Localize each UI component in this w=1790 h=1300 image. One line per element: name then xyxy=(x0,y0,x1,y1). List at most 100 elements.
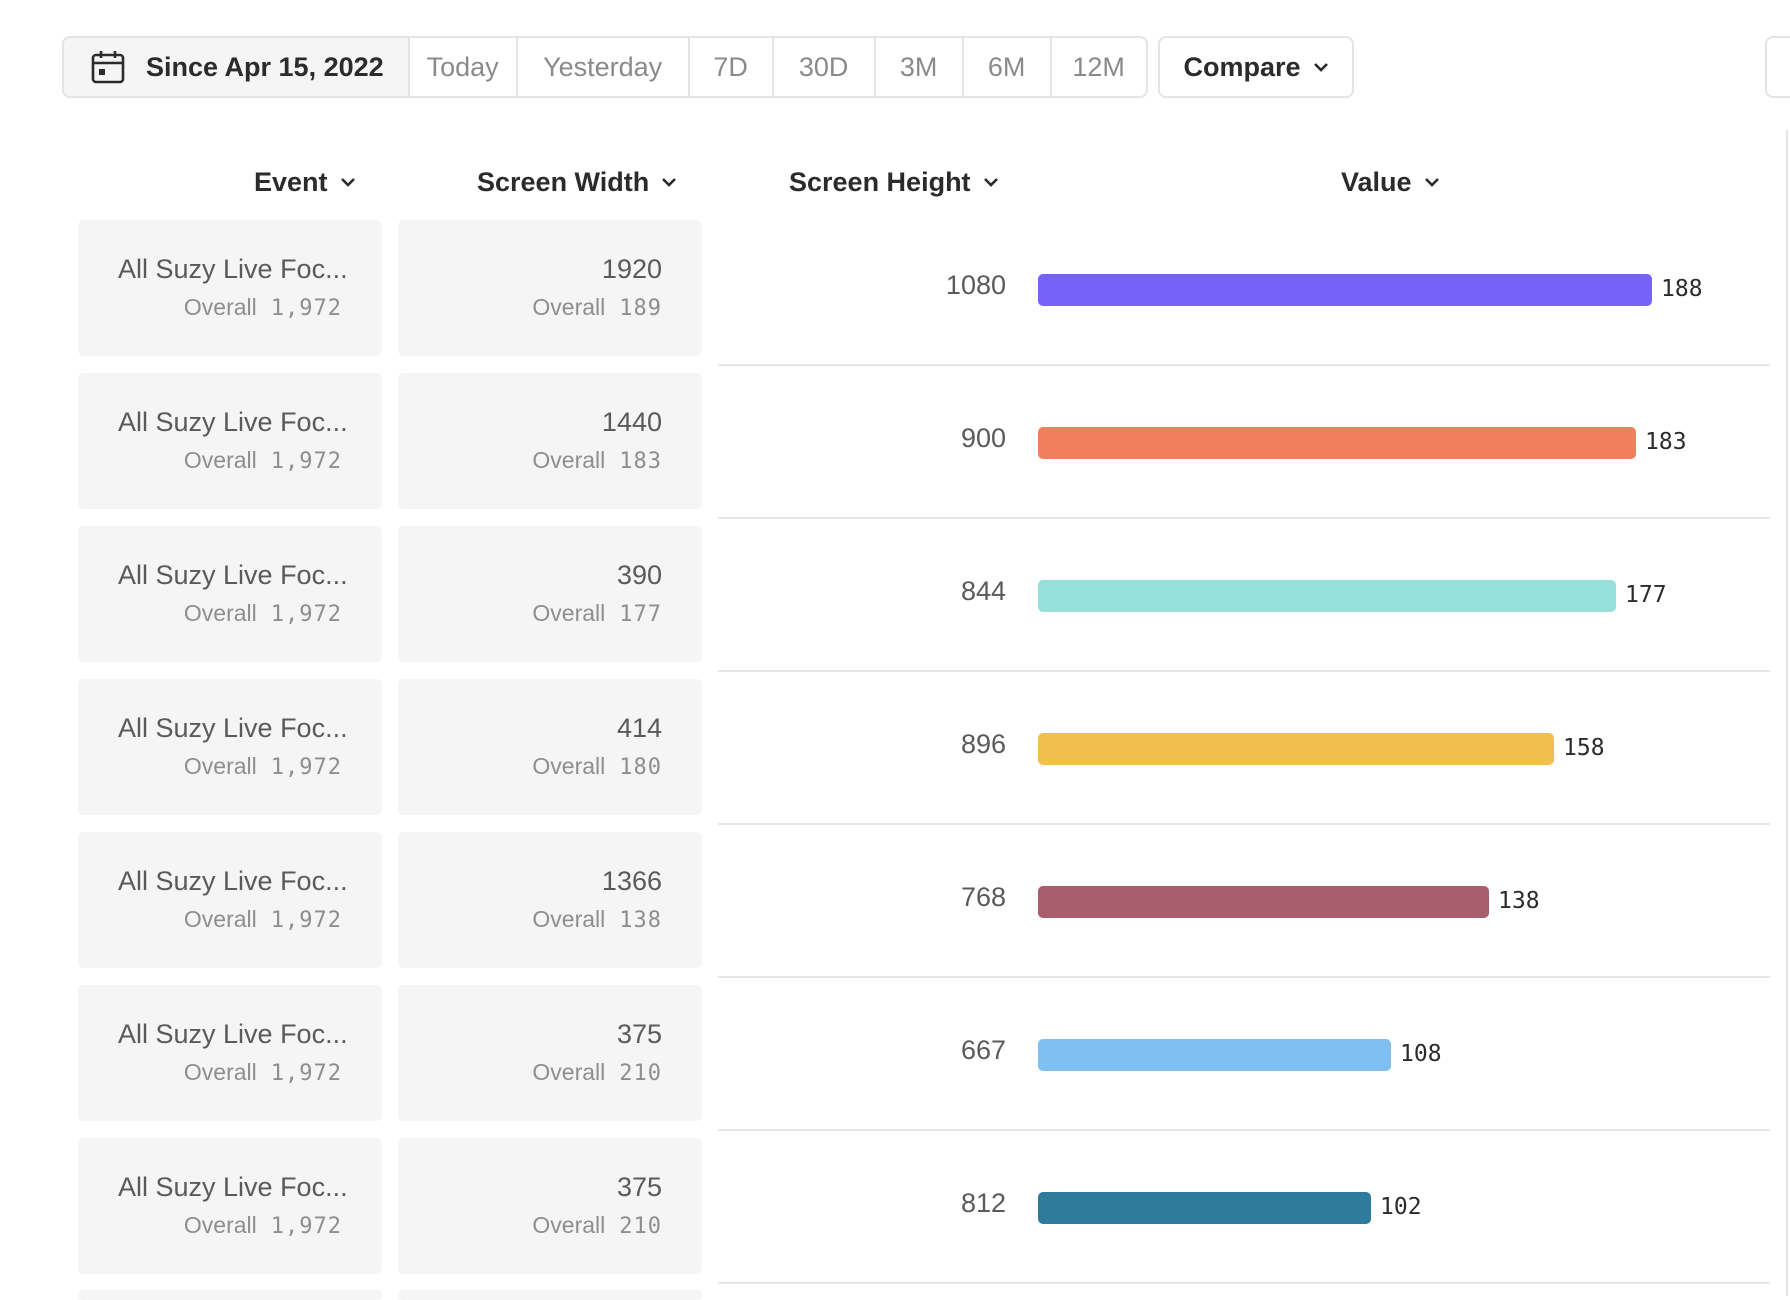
overall-label: Overall xyxy=(183,447,257,473)
value-bar[interactable] xyxy=(1038,580,1616,612)
screen-height-value: 844 xyxy=(960,576,1006,606)
screen-width-value: 414 xyxy=(616,713,662,743)
event-overall: Overall 1,972 xyxy=(184,294,342,321)
range-30d-button[interactable]: 30D xyxy=(774,38,876,96)
date-range-selector: Since Apr 15, 2022 Today Yesterday 7D 30… xyxy=(62,36,1148,98)
value-label: 188 xyxy=(1661,276,1703,302)
overall-label: Overall xyxy=(532,600,606,626)
screen-width-overall: Overall 177 xyxy=(532,600,662,627)
screen-height-value: 768 xyxy=(960,882,1006,912)
row-divider xyxy=(718,1282,1770,1284)
value-label: 108 xyxy=(1400,1041,1442,1067)
screen-width-cell[interactable]: 375 Overall 210 xyxy=(398,985,702,1121)
overall-label: Overall xyxy=(532,753,606,779)
overall-label: Overall xyxy=(532,447,606,473)
overall-label: Overall xyxy=(532,1059,606,1085)
value-bar[interactable] xyxy=(1038,733,1554,765)
screen-width-value: 375 xyxy=(616,1019,662,1049)
overall-label: Overall xyxy=(183,753,257,779)
chevron-down-icon xyxy=(661,177,677,187)
screen-width-cell[interactable]: 414 Overall 180 xyxy=(398,679,702,815)
column-header-value-label: Value xyxy=(1341,166,1412,197)
column-header-event[interactable]: Event xyxy=(254,162,356,202)
since-date-button[interactable]: Since Apr 15, 2022 xyxy=(64,38,410,96)
row-divider xyxy=(718,976,1770,978)
event-name: All Suzy Live Foc... xyxy=(118,1172,348,1202)
screen-width-overall-value: 180 xyxy=(619,755,662,780)
screen-width-cell[interactable]: 375 Overall 210 xyxy=(398,1138,702,1274)
event-cell[interactable]: All Suzy Live Foc... Overall 1,972 xyxy=(78,526,382,662)
screen-width-overall-value: 177 xyxy=(619,602,662,627)
event-overall: Overall 1,972 xyxy=(184,447,342,474)
since-date-label: Since Apr 15, 2022 xyxy=(146,51,384,82)
screen-width-value: 375 xyxy=(616,1172,662,1202)
table-row: All Suzy Live Foc... Overall 1,972 1366 O… xyxy=(0,832,1790,985)
chevron-down-icon xyxy=(1424,177,1440,187)
screen-width-overall: Overall 210 xyxy=(532,1212,662,1239)
range-3m-button[interactable]: 3M xyxy=(876,38,964,96)
column-header-screen-width[interactable]: Screen Width xyxy=(477,162,677,202)
event-cell[interactable]: All Suzy Live Foc... Overall 1,972 xyxy=(78,1138,382,1274)
row-divider xyxy=(718,823,1770,825)
event-overall: Overall 1,972 xyxy=(184,1212,342,1239)
event-name: All Suzy Live Foc... xyxy=(118,407,348,437)
panel-divider xyxy=(1786,130,1788,1296)
range-12m-button[interactable]: 12M xyxy=(1072,51,1125,82)
event-cell[interactable]: All Suzy Live Foc... Overall 1,972 xyxy=(78,220,382,356)
range-yesterday-button[interactable]: Yesterday xyxy=(518,38,690,96)
event-cell-partial[interactable] xyxy=(78,1290,382,1300)
value-bar[interactable] xyxy=(1038,1039,1391,1071)
value-bar[interactable] xyxy=(1038,1192,1371,1224)
event-overall: Overall 1,972 xyxy=(184,1059,342,1086)
value-bar[interactable] xyxy=(1038,427,1636,459)
column-header-event-label: Event xyxy=(254,166,328,197)
compare-button[interactable]: Compare xyxy=(1158,36,1354,98)
screen-width-cell[interactable]: 1920 Overall 189 xyxy=(398,220,702,356)
screen-height-value: 812 xyxy=(960,1188,1006,1218)
value-label: 158 xyxy=(1563,735,1605,761)
range-today-button[interactable]: Today xyxy=(410,38,518,96)
event-overall-value: 1,972 xyxy=(270,602,342,627)
screen-width-cell[interactable]: 390 Overall 177 xyxy=(398,526,702,662)
overall-label: Overall xyxy=(532,906,606,932)
screen-width-overall: Overall 180 xyxy=(532,753,662,780)
value-bar[interactable] xyxy=(1038,886,1489,918)
event-cell[interactable]: All Suzy Live Foc... Overall 1,972 xyxy=(78,832,382,968)
toolbar-overflow-button[interactable] xyxy=(1765,36,1790,98)
screen-width-overall: Overall 183 xyxy=(532,447,662,474)
event-cell[interactable]: All Suzy Live Foc... Overall 1,972 xyxy=(78,373,382,509)
screen-width-overall-value: 183 xyxy=(619,449,662,474)
row-divider xyxy=(718,364,1770,366)
overall-label: Overall xyxy=(183,906,257,932)
calendar-icon xyxy=(90,49,126,85)
screen-width-overall: Overall 210 xyxy=(532,1059,662,1086)
range-7d-button[interactable]: 7D xyxy=(690,38,774,96)
screen-width-overall-value: 210 xyxy=(619,1061,662,1086)
value-label: 138 xyxy=(1498,888,1540,914)
screen-width-overall: Overall 138 xyxy=(532,906,662,933)
value-bar[interactable] xyxy=(1038,274,1652,306)
screen-width-cell[interactable]: 1366 Overall 138 xyxy=(398,832,702,968)
event-overall-value: 1,972 xyxy=(270,1214,342,1239)
screen-height-value: 900 xyxy=(960,423,1006,453)
table-row: All Suzy Live Foc... Overall 1,972 414 Ov… xyxy=(0,679,1790,832)
screen-width-value: 1440 xyxy=(601,407,662,437)
event-cell[interactable]: All Suzy Live Foc... Overall 1,972 xyxy=(78,679,382,815)
table-row: All Suzy Live Foc... Overall 1,972 375 Ov… xyxy=(0,1138,1790,1291)
event-overall-value: 1,972 xyxy=(270,296,342,321)
screen-width-overall-value: 189 xyxy=(619,296,662,321)
column-header-value[interactable]: Value xyxy=(1341,162,1440,202)
overall-label: Overall xyxy=(183,1059,257,1085)
event-overall-value: 1,972 xyxy=(270,908,342,933)
overall-label: Overall xyxy=(183,294,257,320)
table-row: All Suzy Live Foc... Overall 1,972 1440 O… xyxy=(0,373,1790,526)
screen-width-value: 390 xyxy=(616,560,662,590)
screen-width-cell-partial[interactable] xyxy=(398,1290,702,1300)
range-6m-button[interactable]: 6M xyxy=(964,38,1052,96)
table-row: All Suzy Live Foc... Overall 1,972 390 Ov… xyxy=(0,526,1790,679)
column-header-screen-height[interactable]: Screen Height xyxy=(789,162,999,202)
table-row: All Suzy Live Foc... Overall 1,972 1920 O… xyxy=(0,220,1790,373)
row-divider xyxy=(718,517,1770,519)
screen-width-cell[interactable]: 1440 Overall 183 xyxy=(398,373,702,509)
event-cell[interactable]: All Suzy Live Foc... Overall 1,972 xyxy=(78,985,382,1121)
